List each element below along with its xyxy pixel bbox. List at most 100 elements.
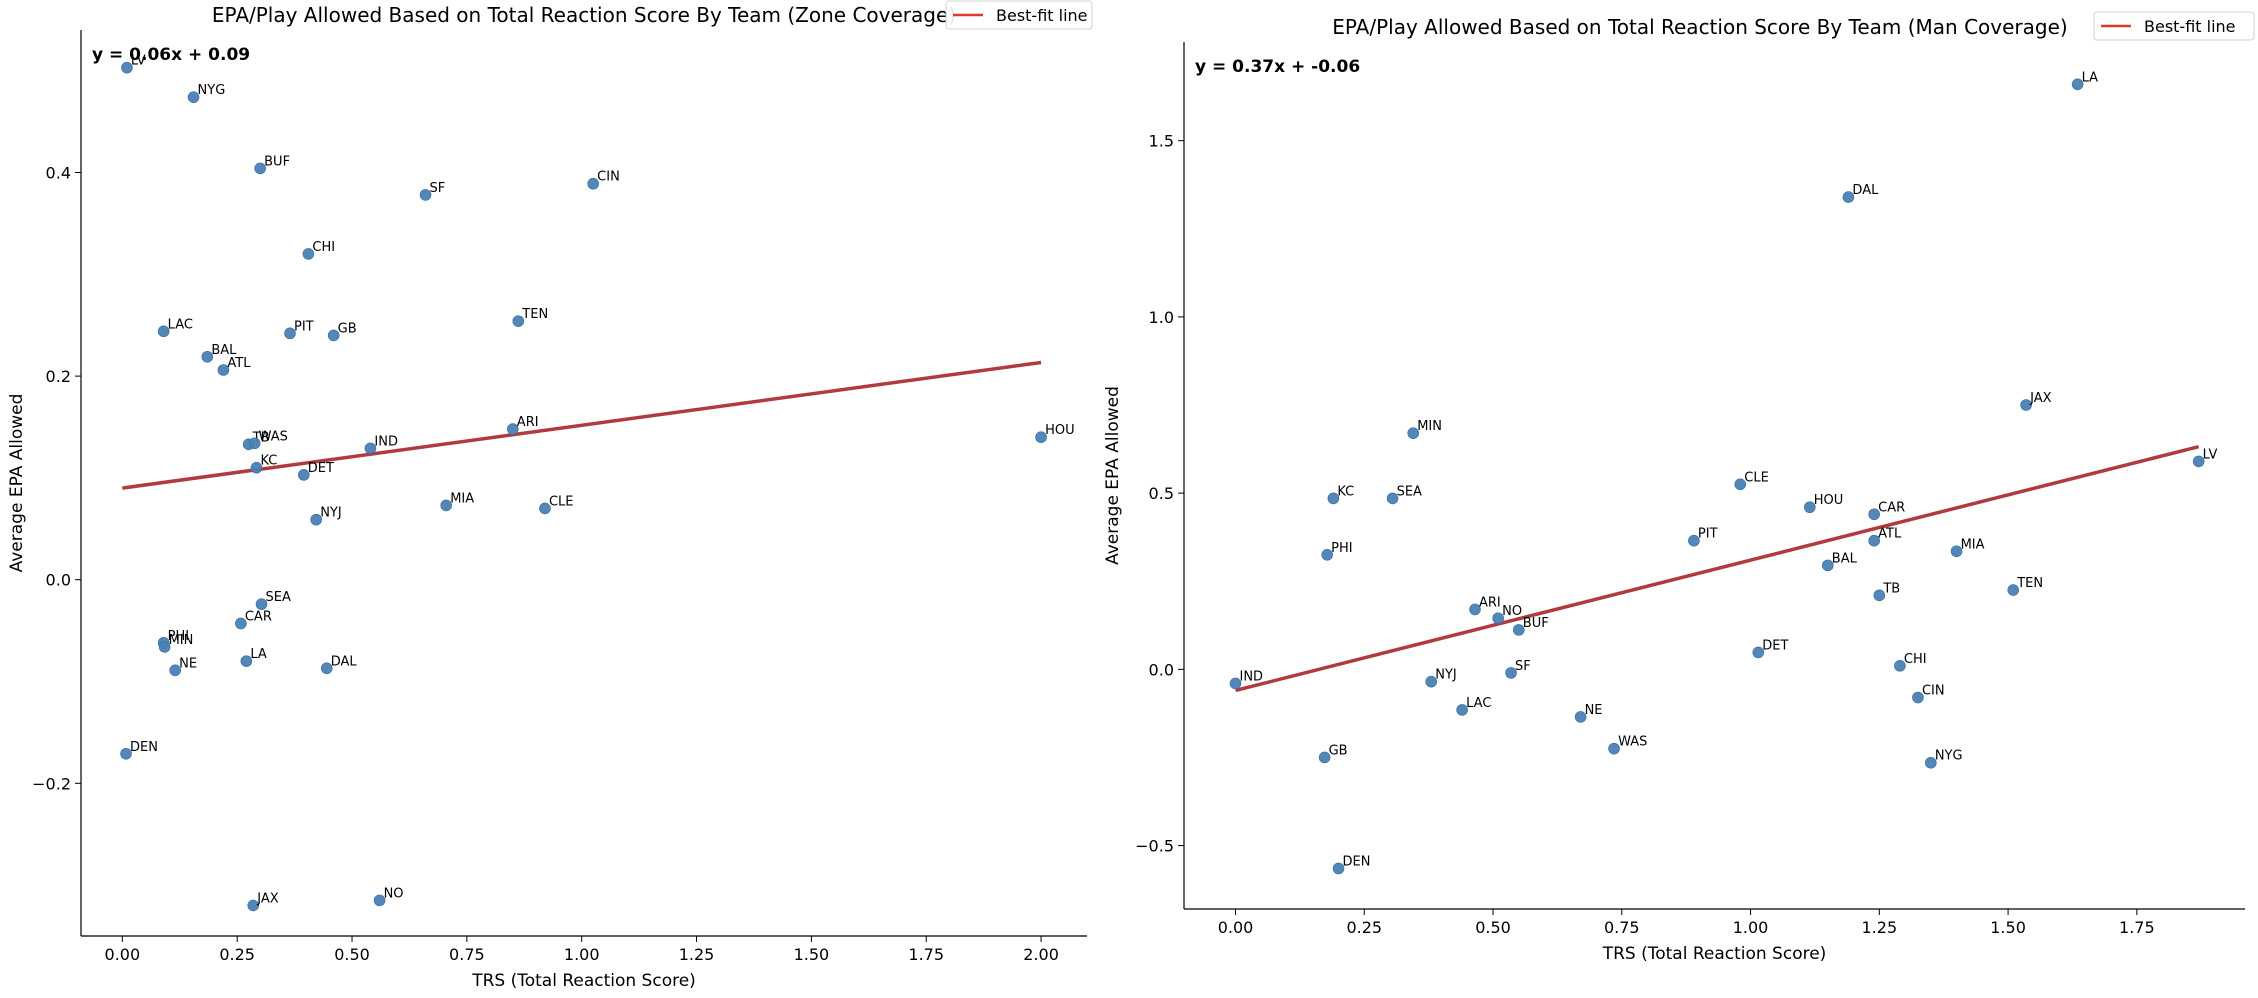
data-point-lv [2192, 455, 2205, 468]
point-label-sea: SEA [266, 590, 291, 605]
data-point-ind [1229, 677, 1242, 690]
point-label-atl: ATL [227, 356, 251, 371]
point-label-la: LA [250, 647, 267, 662]
data-point-nyg [1925, 756, 1937, 769]
point-label-kc: KC [260, 454, 277, 469]
x-tick-label: 1.75 [2119, 918, 2155, 937]
data-point-den [1332, 862, 1345, 875]
x-tick-label: 0.00 [105, 945, 141, 964]
data-point-lac [1456, 704, 1468, 716]
legend: Best-fit line [945, 0, 1093, 30]
point-label-was: WAS [1618, 735, 1647, 750]
point-label-chi: CHI [312, 240, 335, 255]
point-label-car: CAR [1878, 500, 1905, 515]
x-tick-label: 1.75 [908, 945, 944, 964]
point-label-pit: PIT [294, 319, 314, 334]
point-label-no: NO [1502, 604, 1522, 619]
point-label-lv: LV [131, 54, 146, 69]
point-label-was: WAS [259, 429, 288, 444]
data-point-dal [320, 662, 333, 675]
y-tick-label: 0.0 [1149, 660, 1174, 679]
point-label-nyg: NYG [1935, 749, 1963, 764]
point-label-car: CAR [245, 609, 272, 624]
point-label-sf: SF [430, 181, 446, 196]
data-point-cle [1734, 478, 1747, 491]
y-tick-label: −0.5 [1135, 837, 1174, 856]
x-tick-label: 0.00 [1218, 918, 1254, 937]
data-point-hou [1035, 431, 1047, 443]
x-tick-label: 0.25 [219, 945, 255, 964]
legend-box [945, 0, 1093, 30]
data-point-atl [217, 364, 230, 376]
data-point-la [2071, 78, 2084, 91]
point-label-cin: CIN [1922, 684, 1945, 699]
fit-equation: y = 0.06x + 0.09 [92, 45, 250, 65]
point-label-hou: HOU [1045, 423, 1075, 438]
y-tick-label: 0.0 [46, 571, 71, 590]
data-point-min [158, 641, 171, 653]
data-point-no [1492, 612, 1504, 625]
x-tick-label: 0.75 [449, 945, 485, 964]
point-label-bal: BAL [1832, 551, 1858, 566]
point-label-mia: MIA [1961, 537, 1985, 552]
data-point-sea [1386, 492, 1399, 505]
point-label-la: LA [2082, 70, 2099, 85]
data-point-car [1868, 508, 1880, 521]
data-point-sf [419, 189, 432, 201]
x-tick-label: 1.00 [564, 945, 600, 964]
chart-title: EPA/Play Allowed Based on Total Reaction… [1332, 15, 2067, 39]
point-label-tb: TB [1882, 581, 1900, 596]
legend-label: Best-fit line [996, 6, 1088, 25]
point-label-buf: BUF [1523, 616, 1549, 631]
data-point-was [248, 437, 261, 450]
x-tick-label: 1.50 [794, 945, 830, 964]
point-label-cin: CIN [597, 170, 620, 185]
point-label-ten: TEN [521, 307, 548, 322]
y-tick-label: −0.2 [32, 774, 71, 793]
data-point-atl [1868, 534, 1880, 547]
zone-coverage-chart: EPA/Play Allowed Based on Total Reaction… [7, 0, 1093, 991]
point-label-buf: BUF [264, 154, 290, 169]
data-point-hou [1803, 501, 1816, 514]
data-point-bal [1822, 559, 1834, 572]
point-label-dal: DAL [1852, 183, 1879, 198]
data-point-car [235, 617, 247, 630]
data-point-sf [1505, 667, 1517, 679]
point-label-lac: LAC [168, 317, 193, 332]
data-point-nyj [310, 513, 322, 526]
point-label-nyj: NYJ [1435, 668, 1457, 683]
data-point-ari [1469, 603, 1481, 616]
data-point-no [373, 894, 386, 907]
data-point-ten [2007, 584, 2020, 596]
data-point-ne [1574, 711, 1587, 723]
x-tick-label: 1.25 [1862, 918, 1898, 937]
data-point-pit [1688, 534, 1700, 547]
data-point-sea [255, 598, 268, 610]
data-point-ari [506, 423, 519, 435]
point-label-jax: JAX [256, 891, 278, 906]
data-point-dal [1842, 191, 1855, 203]
best-fit-line [122, 360, 1042, 490]
legend-box [2093, 11, 2255, 41]
data-point-den [120, 747, 132, 760]
data-point-kc [1327, 492, 1340, 505]
point-label-jax: JAX [2029, 391, 2051, 406]
x-tick-label: 1.50 [1990, 918, 2026, 937]
point-label-phi: PHI [1331, 541, 1352, 556]
y-axis-label: Average EPA Allowed [7, 394, 27, 573]
data-point-ind [364, 442, 377, 455]
data-point-tb [1873, 589, 1886, 602]
point-label-mia: MIA [450, 491, 474, 506]
point-label-dal: DAL [331, 654, 358, 669]
point-label-ari: ARI [517, 415, 539, 430]
data-point-buf [254, 162, 266, 175]
x-tick-label: 1.00 [1733, 918, 1769, 937]
x-axis-label: TRS (Total Reaction Score) [471, 971, 696, 991]
point-label-cle: CLE [549, 494, 574, 509]
data-point-gb [1318, 751, 1331, 764]
y-axis-label: Average EPA Allowed [1103, 386, 1123, 565]
point-label-det: DET [308, 461, 334, 476]
y-tick-label: 1.0 [1149, 308, 1174, 327]
x-tick-label: 0.75 [1604, 918, 1640, 937]
